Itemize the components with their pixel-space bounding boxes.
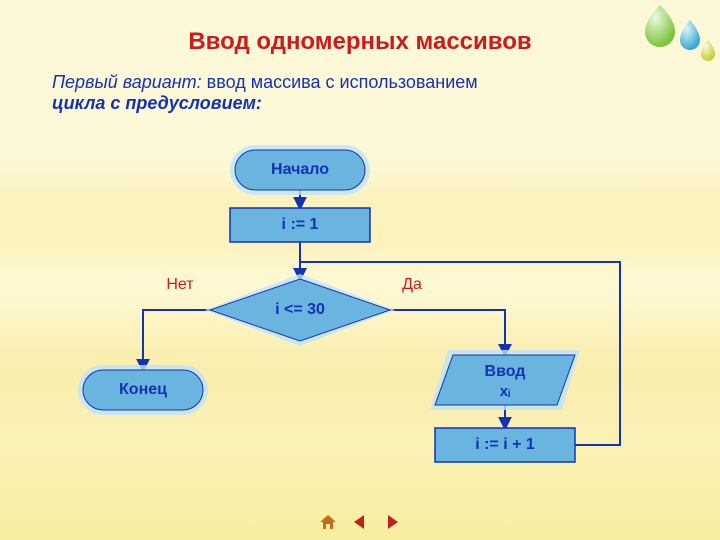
node-process: i := i + 1 — [435, 428, 575, 462]
nav-buttons — [317, 512, 403, 532]
node-parallelogram: Ввод xᵢ — [430, 350, 580, 410]
svg-text:xᵢ: xᵢ — [500, 383, 510, 400]
flowchart: Начало i := 1 i <= 30 Ввод xᵢ i := i + 1 Конец… — [0, 0, 720, 540]
svg-text:Ввод: Ввод — [485, 363, 526, 380]
svg-text:i <= 30: i <= 30 — [275, 301, 325, 318]
node-decision: i <= 30 — [205, 274, 395, 346]
node-terminator: Конец — [78, 365, 208, 415]
node-terminator: Начало — [230, 145, 370, 195]
svg-text:Начало: Начало — [271, 161, 329, 178]
node-process: i := 1 — [230, 208, 370, 242]
branch-label: Да — [402, 276, 422, 293]
svg-text:Конец: Конец — [119, 381, 167, 398]
nav-next[interactable] — [381, 512, 403, 532]
svg-text:i := 1: i := 1 — [282, 216, 319, 233]
svg-text:i := i + 1: i := i + 1 — [475, 436, 535, 453]
nav-home[interactable] — [317, 512, 339, 532]
branch-label: Нет — [166, 276, 194, 293]
edge — [143, 310, 210, 370]
nav-prev[interactable] — [349, 512, 371, 532]
edge — [390, 310, 505, 355]
